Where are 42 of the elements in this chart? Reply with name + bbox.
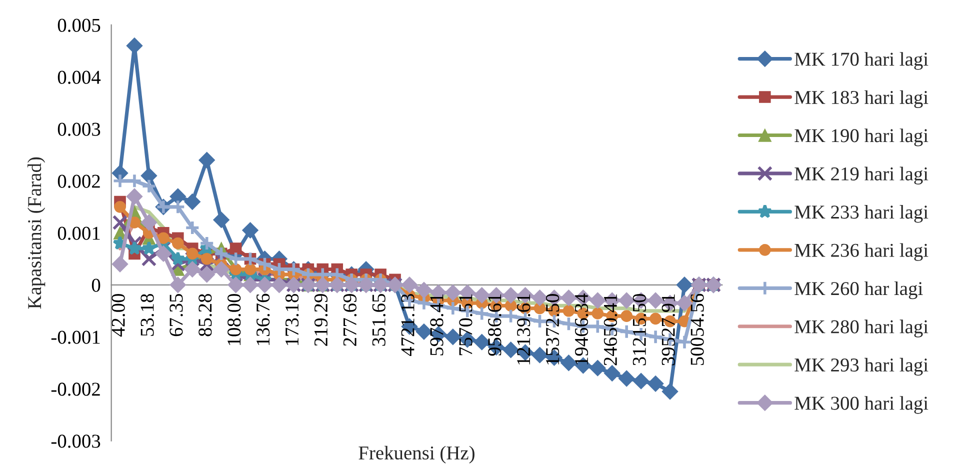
- x-tick-label: 31215.50: [632, 294, 646, 366]
- y-tick-label: -0.003: [51, 434, 100, 448]
- x-tick-label: 9586.61: [488, 294, 502, 356]
- x-tick-label: 136.76: [256, 294, 270, 345]
- y-tick-label: 0.001: [58, 226, 100, 240]
- y-axis-title: Kapasitansi (Farad): [27, 157, 46, 309]
- x-tick-label: 351.65: [372, 294, 386, 346]
- y-tick-label: 0.005: [58, 18, 100, 32]
- legend-label: MK 233 hari lagi: [794, 205, 928, 223]
- x-tick-label: 12139.61: [517, 294, 530, 364]
- x-axis-title: Frekuensi (Hz): [358, 446, 474, 464]
- x-tick-label: 85.28: [198, 294, 212, 336]
- x-tick-label: 24650.41: [604, 294, 618, 366]
- x-tick-label: 15372.50: [546, 294, 560, 364]
- y-tick-label: -0.001: [51, 330, 100, 344]
- legend-label: MK 300 hari lagi: [794, 396, 928, 414]
- y-tick-label: 0.002: [58, 174, 100, 188]
- y-tick-label: 0: [92, 278, 100, 292]
- legend-label: MK 219 hari lagi: [794, 166, 928, 184]
- legend-label: MK 190 hari lagi: [794, 128, 928, 146]
- legend-label: MK 236 hari lagi: [794, 243, 928, 261]
- x-tick-label: 173.18: [285, 294, 299, 345]
- legend-label: MK 260 har lagi: [794, 281, 923, 300]
- x-tick-label: 39527.91: [662, 294, 675, 366]
- legend-label: MK 170 hari lagi: [794, 52, 928, 70]
- y-tick-label: 0.004: [58, 70, 101, 84]
- x-tick-label: 108.00: [228, 294, 241, 345]
- x-tick-label: 5978.41: [430, 294, 444, 356]
- legend-label: MK 293 hari lagi: [794, 358, 928, 376]
- legend-label: MK 183 hari lagi: [794, 90, 928, 108]
- x-tick-label: 67.35: [170, 294, 183, 336]
- x-tick-label: 53.18: [140, 294, 154, 336]
- y-tick-label: -0.002: [51, 382, 100, 396]
- legend-label: MK 280 hari lagi: [794, 320, 928, 338]
- x-tick-label: 42.00: [112, 294, 125, 337]
- x-tick-label: 4721.13: [401, 294, 414, 356]
- y-tick-label: 0.003: [58, 122, 100, 136]
- x-tick-label: 277.69: [343, 294, 357, 346]
- x-tick-label: 219.29: [314, 294, 328, 346]
- x-tick-label: 7570.51: [459, 294, 472, 356]
- x-tick-label: 50054.56: [690, 294, 704, 366]
- x-tick-label: 19466.34: [574, 294, 588, 364]
